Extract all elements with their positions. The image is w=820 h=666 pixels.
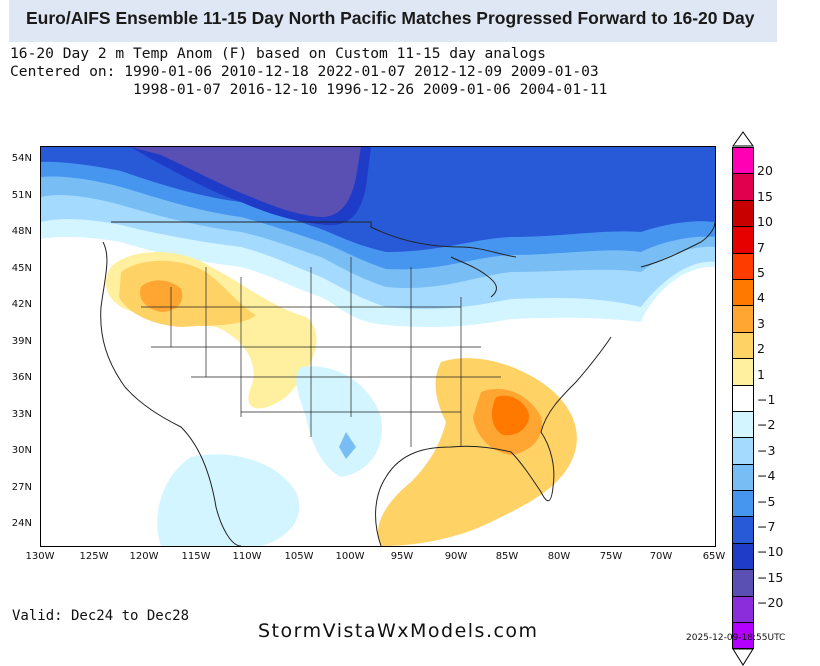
colorbar-label: −3 xyxy=(757,442,776,458)
lon-label-70w: 70W xyxy=(649,551,673,562)
colorbar-label: 5 xyxy=(757,265,765,280)
warm-shade-plus3-west xyxy=(140,280,183,312)
colorbar-label: −20 xyxy=(757,595,784,611)
anomaly-map-canvas xyxy=(41,147,715,546)
colorbar-label: 3 xyxy=(757,315,765,331)
colorbar-swatch xyxy=(732,437,754,464)
colorbar-swatch xyxy=(732,490,754,517)
lat-label-24n: 24N xyxy=(11,518,32,529)
lat-label-33n: 33N xyxy=(11,409,32,420)
lat-label-39n: 39N xyxy=(11,336,32,347)
colorbar-label: −2 xyxy=(757,417,776,433)
colorbar-swatch xyxy=(732,463,754,491)
lat-label-30n: 30N xyxy=(11,445,32,456)
colorbar-swatch xyxy=(732,173,754,200)
lon-label-95w: 95W xyxy=(390,551,414,562)
colorbar-label: 15 xyxy=(757,188,773,204)
lon-label-125w: 125W xyxy=(79,551,109,562)
lat-label-42n: 42N xyxy=(11,299,32,310)
lon-label-65w: 65W xyxy=(702,551,726,562)
lat-label-48n: 48N xyxy=(11,226,32,237)
colorbar-label: 2 xyxy=(757,341,765,357)
subtitle-line-3: 1998-01-07 2016-12-10 1996-12-26 2009-01… xyxy=(10,81,608,98)
lon-label-85w: 85W xyxy=(495,551,519,562)
colorbar-swatch xyxy=(732,252,754,279)
lat-label-51n: 51N xyxy=(11,190,32,201)
colorbar-label: 1 xyxy=(757,366,765,382)
colorbar-swatch xyxy=(732,595,754,623)
colorbar-swatch xyxy=(732,199,754,227)
lon-label-80w: 80W xyxy=(547,551,571,562)
colorbar-label: 7 xyxy=(757,239,765,255)
subtitle-line-1: 16-20 Day 2 m Temp Anom (F) based on Cus… xyxy=(10,45,546,62)
issue-timestamp: 2025-12-09-18:55UTC xyxy=(686,633,786,643)
colorbar-swatch xyxy=(732,410,754,438)
lon-label-120w: 120W xyxy=(129,551,159,562)
lon-label-105w: 105W xyxy=(284,551,314,562)
lat-label-36n: 36N xyxy=(11,372,32,383)
colorbar-swatch xyxy=(732,226,754,253)
cool-shade-mexico xyxy=(157,454,300,546)
lat-label-27n: 27N xyxy=(11,482,32,493)
coastlines-borders xyxy=(100,221,715,546)
lon-label-115w: 115W xyxy=(181,551,211,562)
title-banner: Euro/AIFS Ensemble 11-15 Day North Pacif… xyxy=(9,0,777,42)
color-scale-bar xyxy=(732,131,754,666)
colorbar-swatch xyxy=(732,305,754,332)
lat-label-45n: 45N xyxy=(11,263,32,274)
subtitle-line-2: Centered on: 1990-01-06 2010-12-18 2022-… xyxy=(10,63,599,80)
state-lines-horizontal xyxy=(141,306,501,413)
colorbar-label: −1 xyxy=(757,392,776,407)
colorbar-swatch xyxy=(732,358,754,385)
warm-shade-plus2-west xyxy=(119,260,256,327)
brand-watermark: StormVistaWxModels.com xyxy=(258,620,539,642)
lat-label-54n: 54N xyxy=(11,153,32,164)
anomaly-map xyxy=(40,146,716,547)
lon-label-130w: 130W xyxy=(25,551,55,562)
colorbar-label: −7 xyxy=(757,519,776,534)
cold-core-minus10 xyxy=(131,147,361,217)
lon-label-90w: 90W xyxy=(444,551,468,562)
great-lakes-outline xyxy=(450,256,497,298)
cool-shade-south-central xyxy=(296,366,382,477)
lon-label-75w: 75W xyxy=(599,551,623,562)
colorbar-swatch xyxy=(732,384,754,411)
colorbar-swatch xyxy=(732,569,754,596)
gulf-atlantic-coast xyxy=(375,336,612,546)
colorbar-swatch xyxy=(732,331,754,359)
colorbar-bottom-arrow xyxy=(732,648,754,666)
pacific-coastline xyxy=(100,241,242,546)
colorbar-label: −10 xyxy=(757,544,784,560)
map-title: Euro/AIFS Ensemble 11-15 Day North Pacif… xyxy=(26,8,755,28)
colorbar-label: −5 xyxy=(757,493,776,509)
valid-period: Valid: Dec24 to Dec28 xyxy=(12,608,190,624)
colorbar-swatch xyxy=(732,278,754,306)
colorbar-label: 10 xyxy=(757,214,773,230)
colorbar-label: −4 xyxy=(757,468,776,484)
colorbar-swatch xyxy=(732,542,754,570)
colorbar-label: 4 xyxy=(757,290,765,306)
warm-core-plus4-southeast xyxy=(491,395,529,436)
maritime-coast xyxy=(640,221,715,268)
cool-spot-texas xyxy=(339,432,356,459)
colorbar-label: 20 xyxy=(757,163,773,179)
colorbar-top-arrow xyxy=(732,131,754,147)
colorbar-swatch xyxy=(732,622,754,650)
colorbar-label: −15 xyxy=(757,569,784,585)
lon-label-110w: 110W xyxy=(232,551,262,562)
lon-label-100w: 100W xyxy=(335,551,365,562)
canada-border xyxy=(111,221,517,258)
colorbar-swatch xyxy=(732,147,754,174)
colorbar-swatch xyxy=(732,516,754,543)
